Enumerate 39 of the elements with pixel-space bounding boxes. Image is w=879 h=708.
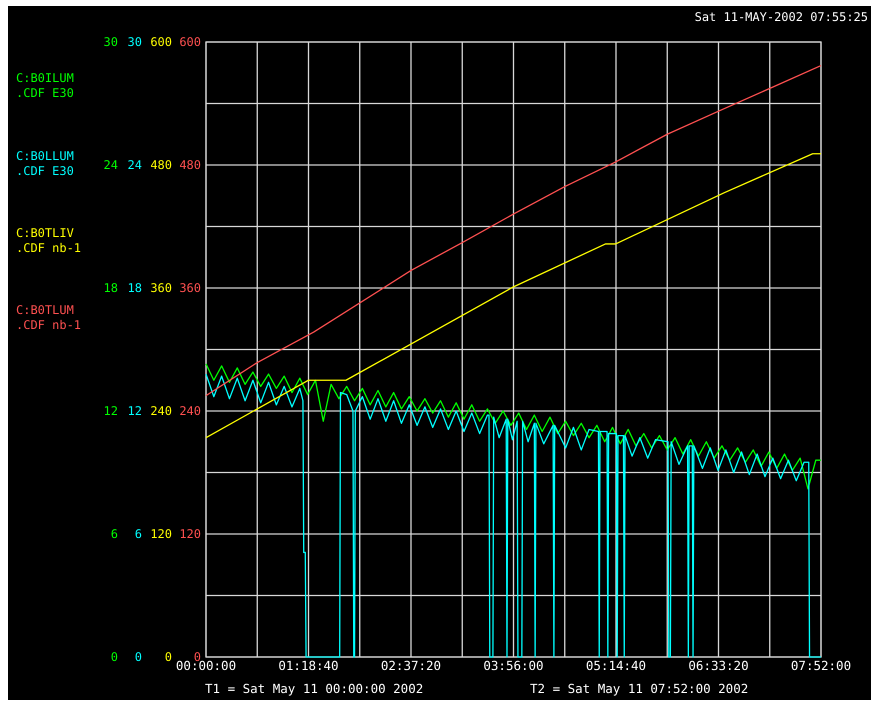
y3-tick-label: 600: [150, 35, 172, 49]
y3-tick-label: 240: [150, 404, 172, 418]
text: 480: [179, 158, 201, 172]
line-series: [205, 363, 822, 490]
y3-tick-label: 360: [150, 281, 172, 295]
x-tick-label: 03:56:00: [483, 658, 544, 673]
text: C:B0LLUM .CDF E30: [16, 149, 74, 178]
y-tick-label: 18: [104, 281, 118, 295]
y-tick-label: 6: [110, 527, 118, 541]
x-tick-label: 07:52:00: [790, 658, 852, 673]
text: 120: [179, 527, 201, 541]
y2-tick-label: 18: [128, 281, 142, 295]
text: C:B0TLUM .CDF nb-1: [16, 303, 82, 332]
y-tick-label: 30: [104, 35, 118, 49]
y3-tick-label: 0: [164, 650, 172, 664]
y3-tick-label: 120: [150, 527, 172, 541]
y3-tick-label: 480: [150, 158, 172, 172]
y2-tick-label: 6: [134, 527, 142, 541]
x-tick-label: 05:14:40: [586, 658, 646, 673]
text: T1 = Sat May 11 00:00:00 2002: [205, 681, 424, 696]
x-tick-label: 02:37:20: [380, 658, 442, 673]
y2-tick-label: 24: [128, 158, 142, 172]
text: 600: [179, 35, 201, 49]
line-series: [205, 153, 822, 438]
y2-tick-label: 30: [128, 35, 142, 49]
text: C:B0TLIV .CDF nb-1: [16, 226, 82, 255]
text: 360: [179, 281, 201, 295]
y2-tick-label: 0: [134, 650, 142, 664]
y-tick-label: 12: [104, 404, 118, 418]
y-tick-label: 0: [110, 650, 118, 664]
chart-title: Sat 11-MAY-2002 07:55:25: [694, 10, 868, 24]
text: C:B0ILUM .CDF E30: [16, 71, 74, 100]
y-tick-label: 24: [104, 158, 118, 172]
y2-tick-label: 12: [128, 404, 142, 418]
line-series: [205, 64, 822, 396]
x-tick-label: 01:18:40: [278, 658, 339, 673]
text: T2 = Sat May 11 07:52:00 2002: [530, 681, 748, 696]
x-tick-label: 06:33:20: [688, 658, 749, 673]
text: 240: [179, 404, 201, 418]
